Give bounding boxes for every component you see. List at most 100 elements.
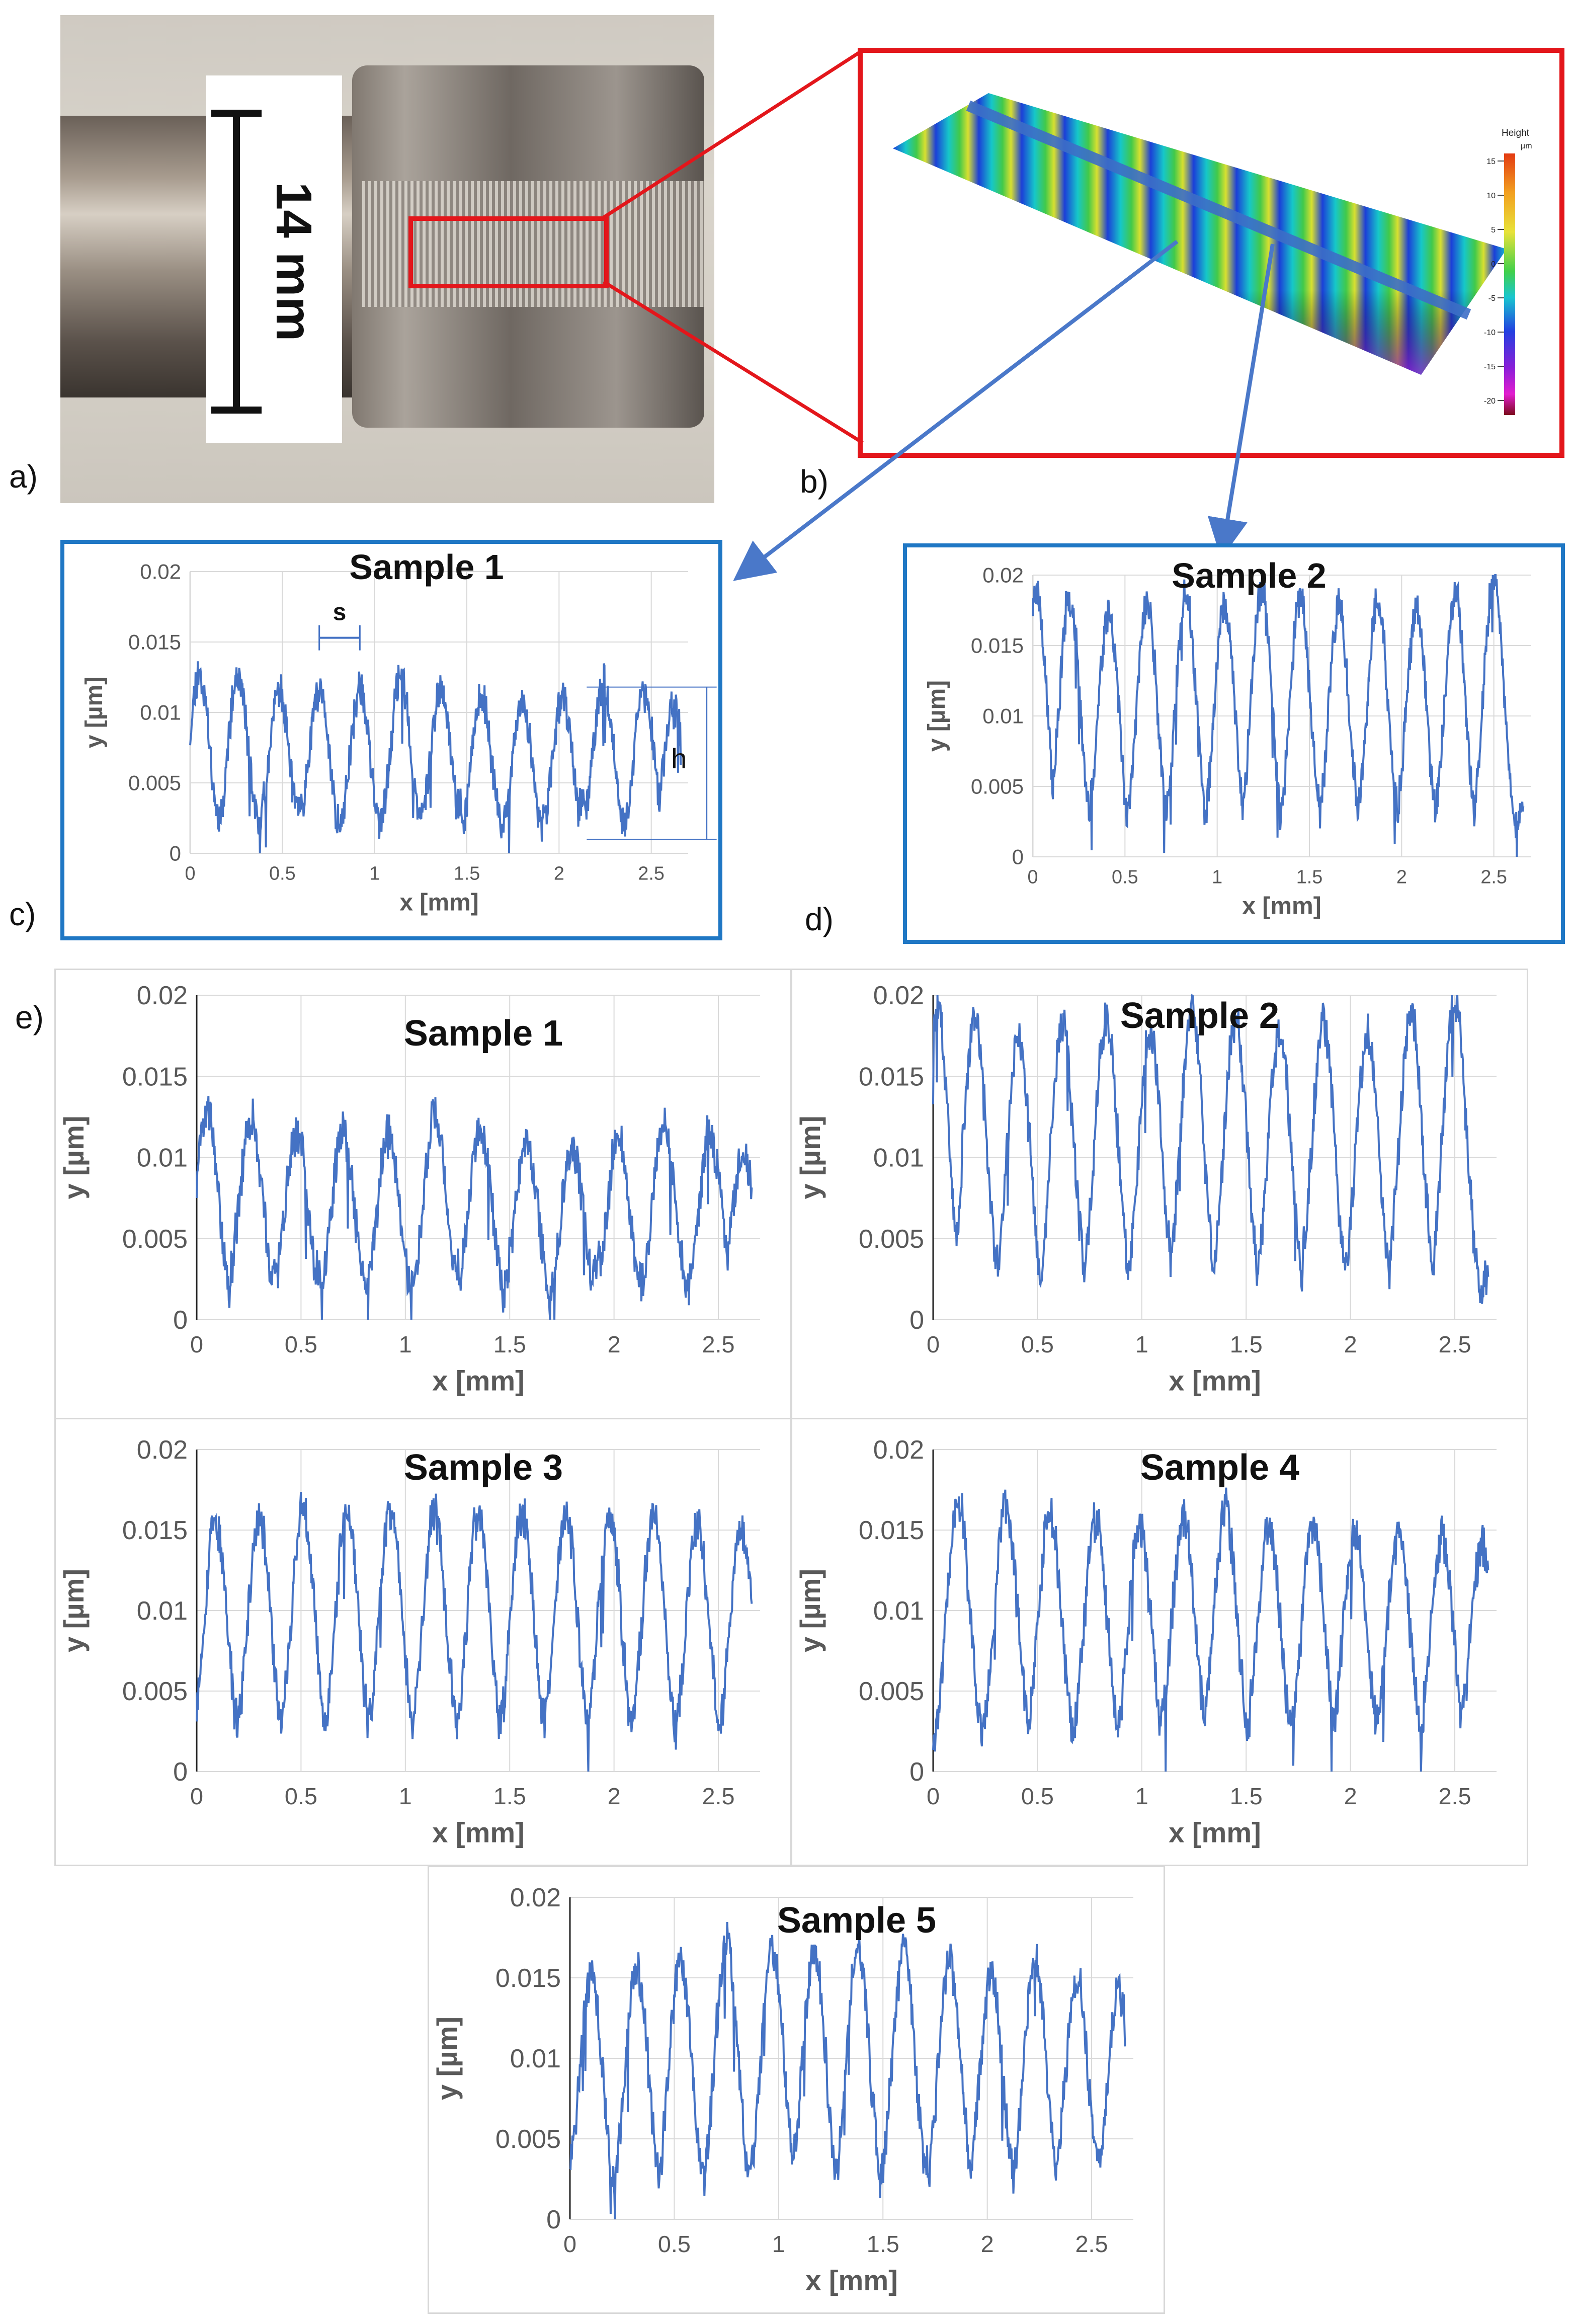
surface-map: Height µm 15 10 5 0 -5 -10 -15 -20 [893,93,1532,415]
x-tick-label: 1.5 [1230,1783,1263,1809]
y-tick-label: 0.005 [971,775,1024,798]
x-tick-label: 0 [927,1783,940,1809]
legend-tick-label: -15 [1484,363,1496,371]
y-tick-label: 0.01 [140,701,181,725]
x-tick-label: 2 [1344,1783,1357,1809]
x-tick-label: 0.5 [1021,1331,1054,1357]
arrow-to-sample1 [733,239,1179,581]
x-tick-label: 2 [1344,1331,1357,1357]
legend-tick-label: -5 [1488,294,1496,303]
profile-series-line [932,994,1489,1304]
y-tick-label: 0.005 [122,1677,188,1706]
x-tick-label: 1.5 [493,1331,526,1357]
chart-box-e5: 0 0.005 0.01 0.015 0.02 0 0.5 1 1.5 2 2.5 Sample 5 x… [428,1866,1165,2314]
x-axis-label: x [mm] [1169,1816,1261,1848]
legend-tick-label: 15 [1486,157,1496,166]
x-tick-label: 0 [185,863,195,885]
y-tick-label: 0.02 [137,981,188,1010]
x-tick-label: 2 [608,1331,621,1357]
legend-tick-label: 10 [1486,192,1496,200]
x-tick-label: 1 [369,863,380,885]
chart-box-e3: 0 0.005 0.01 0.015 0.02 0 0.5 1 1.5 2 2.5 Sample 3 x… [54,1418,792,1866]
y-tick-label: 0.015 [971,634,1024,658]
x-tick-label: 1.5 [1296,867,1323,888]
connector-bottom [603,280,864,444]
y-tick-label: 0.02 [140,560,181,584]
y-tick-label: 0.015 [495,1964,561,1993]
scale-bar-box: 14 mm [206,75,342,443]
chart-sample5-e: 0 0.005 0.01 0.015 0.02 0 0.5 1 1.5 2 2.5 Sample 5 x… [431,1883,1133,2296]
height-label: h [671,743,687,774]
profile-series-line [189,661,682,854]
scale-bar-label: 14 mm [266,182,322,342]
legend-tick-label: -10 [1484,329,1496,337]
surface-shade [893,93,1507,375]
y-tick-label: 0 [173,1306,188,1335]
x-tick-label: 1 [1135,1783,1148,1809]
chart-title: Sample 5 [777,1900,936,1941]
chart-title: Sample 4 [1140,1448,1299,1488]
x-tick-label: 2 [608,1783,621,1809]
legend-title: Height [1502,128,1530,138]
legend-tick-label: -20 [1484,397,1496,406]
x-axis-label: x [mm] [1169,1365,1261,1396]
chart-box-e1: 0 0.005 0.01 0.015 0.02 0 0.5 1 1.5 2 2.5 Sample 1 x… [54,969,792,1422]
x-tick-label: 0.5 [658,2231,691,2257]
y-tick-label: 0.01 [137,1596,188,1626]
y-tick-label: 0.005 [122,1225,188,1254]
y-axis-label: y [µm] [794,1569,826,1652]
y-tick-label: 0 [546,2205,561,2234]
y-tick-label: 0.02 [510,1883,561,1912]
scale-bar-icon: 14 mm [211,110,322,414]
panel-label-b: b) [800,463,829,500]
y-tick-label: 0.01 [137,1144,188,1173]
y-tick-label: 0.01 [873,1596,924,1626]
panel-label-e: e) [15,999,44,1035]
x-tick-label: 2 [981,2231,994,2257]
chart-sample4-e: 0 0.005 0.01 0.015 0.02 0 0.5 1 1.5 2 2.5 Sample 4 x… [794,1435,1497,1848]
x-tick-label: 1 [399,1331,412,1357]
arrow-to-sample2 [1207,244,1275,559]
chart-title: Sample 1 [404,1013,563,1054]
x-tick-label: 0 [1027,867,1038,888]
y-tick-label: 0.02 [873,1435,924,1465]
y-tick-label: 0 [173,1757,188,1787]
x-tick-label: 0.5 [1021,1783,1054,1809]
x-tick-label: 1 [399,1783,412,1809]
x-tick-label: 1 [1212,867,1222,888]
legend-tick-label: 5 [1491,226,1496,234]
x-axis-label: x [mm] [399,889,478,916]
chart-title: Sample 2 [1172,556,1326,595]
x-tick-label: 0 [927,1331,940,1357]
profile-series-line [1032,574,1525,857]
legend-ticks: 15 10 5 0 -5 -10 -15 -20 [1484,157,1504,406]
chart-box-e2: 0 0.005 0.01 0.015 0.02 0 0.5 1 1.5 2 2.5 Sample 2 x… [791,969,1528,1422]
chart-box-e4: 0 0.005 0.01 0.015 0.02 0 0.5 1 1.5 2 2.5 Sample 4 x… [791,1418,1528,1866]
profile-series-line [569,1922,1126,2220]
y-tick-label: 0.005 [859,1677,924,1706]
x-tick-label: 0 [190,1783,203,1809]
profile-box-c: 0 0.005 0.01 0.015 0.02 0 0.5 1 1.5 2 2.5 Sample 1 x… [60,540,722,940]
x-tick-label: 2 [554,863,564,885]
x-axis-label: x [mm] [432,1816,525,1848]
chart-title: Sample 2 [1120,996,1279,1036]
part-photo: 14 mm [60,15,714,503]
y-axis-label: y [µm] [81,677,108,748]
x-tick-label: 2.5 [1439,1331,1471,1357]
y-tick-label: 0.015 [859,1062,924,1091]
profile-series-line [932,1487,1489,1772]
chart-sample1-c: 0 0.005 0.01 0.015 0.02 0 0.5 1 1.5 2 2.5 Sample 1 x… [81,547,717,916]
x-tick-label: 1.5 [867,2231,899,2257]
x-tick-label: 0.5 [285,1331,317,1357]
legend-tick-label: 0 [1491,260,1496,269]
y-tick-label: 0 [170,842,181,865]
x-tick-label: 0.5 [269,863,296,885]
x-tick-label: 1.5 [1230,1331,1263,1357]
chart-sample2-d: 0 0.005 0.01 0.015 0.02 0 0.5 1 1.5 2 2.5 Sample 2 x… [924,556,1531,919]
y-axis-label: y [µm] [924,680,950,752]
y-tick-label: 0.01 [873,1144,924,1173]
y-axis-label: y [µm] [58,1569,90,1652]
chart-sample1-e: 0 0.005 0.01 0.015 0.02 0 0.5 1 1.5 2 2.5 Sample 1 x… [58,981,760,1396]
chart-sample2-e: 0 0.005 0.01 0.015 0.02 0 0.5 1 1.5 2 2.5 Sample 2 x… [794,981,1497,1396]
